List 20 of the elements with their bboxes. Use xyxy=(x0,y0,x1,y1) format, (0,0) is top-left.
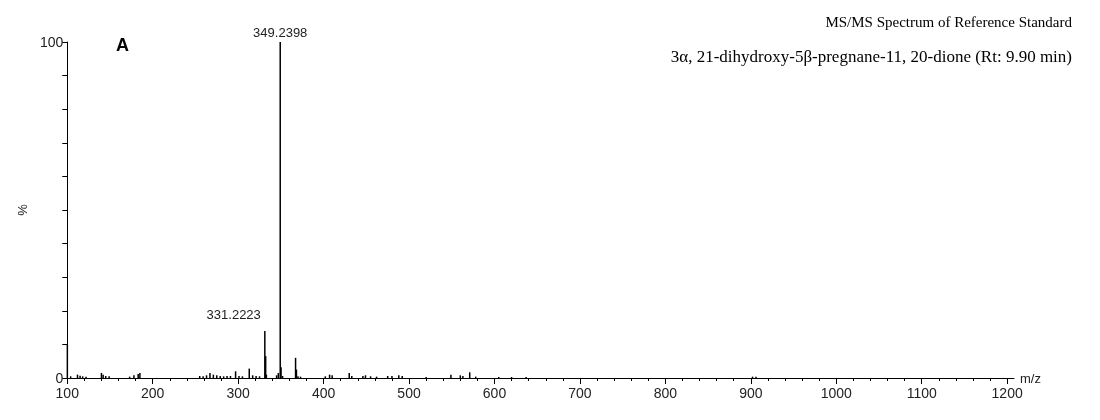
chart-title: MS/MS Spectrum of Reference Standard xyxy=(825,13,1073,30)
annotation: 349.2398 xyxy=(253,25,308,40)
annotation: 331.2223 xyxy=(206,306,261,322)
x-tick-label: 800 xyxy=(653,385,678,401)
x-tick-label: 300 xyxy=(226,385,251,401)
x-tick-label: 600 xyxy=(482,385,507,401)
y-axis-title: % xyxy=(15,203,30,216)
x-tick-label: 200 xyxy=(141,385,165,401)
x-tick-label: 1000 xyxy=(820,385,853,401)
x-axis-title: m/z xyxy=(1020,370,1041,386)
x-tick-label: 1200 xyxy=(991,385,1023,401)
x-tick-label: 900 xyxy=(739,385,763,401)
chart-subtitle: 3α, 21-dihydroxy-5β-pregnane-11, 20-dione (Rt: 9.90 min) xyxy=(670,47,1073,66)
x-tick-label: 100 xyxy=(55,385,80,401)
annotation: A xyxy=(116,35,129,55)
x-tick-label: 1100 xyxy=(906,385,937,401)
x-tick-label: 500 xyxy=(397,385,421,401)
x-tick-label: 700 xyxy=(568,385,592,401)
y-tick-label: 0 xyxy=(55,370,64,386)
x-tick-label: 400 xyxy=(311,385,336,401)
